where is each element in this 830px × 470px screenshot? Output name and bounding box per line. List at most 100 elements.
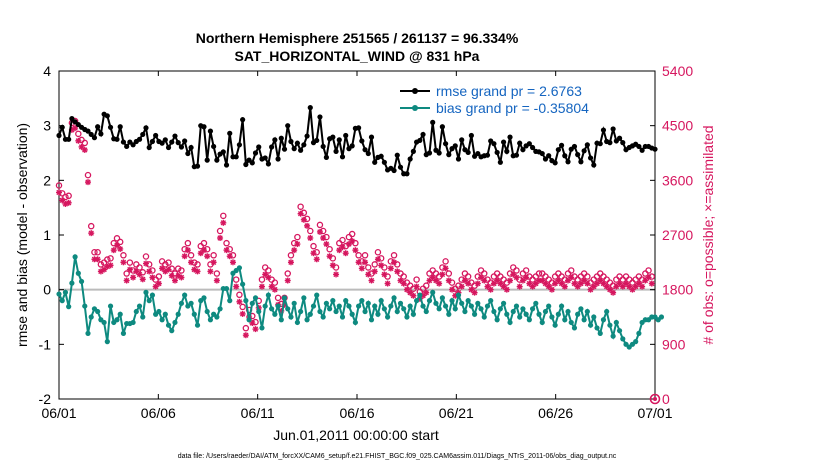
bias-point [610, 333, 616, 339]
obs-assimilated-marker [436, 280, 443, 287]
bias-point [484, 303, 491, 309]
chart-title-line-1: Northern Hemisphere 251565 / 261137 = 96… [196, 30, 519, 46]
rmse-point [275, 156, 281, 162]
rmse-point [143, 125, 149, 131]
right-y-axis-label: # of obs: o=possible; ×=assimilated [700, 125, 716, 344]
bias-point [446, 311, 452, 317]
bias-point [533, 300, 539, 306]
obs-possible-marker [381, 264, 388, 271]
bias-point [317, 308, 323, 315]
obs-assimilated-marker [194, 268, 201, 275]
bias-point [449, 298, 455, 304]
bias-point [359, 298, 365, 304]
rmse-point [104, 113, 110, 119]
rmse-point [584, 142, 590, 148]
obs-possible-marker [413, 276, 420, 283]
bias-point [349, 311, 355, 317]
obs-possible-marker [297, 203, 304, 210]
obs-assimilated-marker [217, 235, 224, 241]
bias-point [433, 300, 439, 306]
rmse-point [452, 143, 458, 149]
rmse-point [223, 162, 230, 168]
rmse-point [153, 132, 159, 139]
rmse-point [526, 141, 532, 147]
bias-point [513, 303, 520, 309]
obs-assimilated-marker [81, 146, 88, 153]
obs-possible-marker [374, 249, 382, 256]
bias-point [159, 317, 165, 323]
bias-point [526, 317, 532, 323]
plot-area [59, 71, 655, 399]
rmse-point [136, 136, 143, 142]
obs-assimilated-marker [471, 289, 478, 296]
legend-bias-label: bias grand pr = -0.35804 [436, 100, 589, 116]
obs-possible-marker [464, 273, 472, 280]
bias-point [658, 314, 665, 320]
rmse-point [317, 114, 323, 120]
obs-possible-marker [168, 265, 176, 272]
rmse-point [281, 146, 288, 152]
rmse-point [639, 147, 645, 153]
rmse-point [407, 156, 413, 162]
obs-possible-marker [384, 273, 391, 280]
obs-assimilated-marker [233, 283, 240, 290]
bias-point [256, 308, 262, 315]
obs-possible-marker [400, 273, 407, 280]
obs-possible-marker [194, 261, 201, 268]
obs-assimilated-marker [155, 280, 162, 287]
rmse-point [265, 161, 272, 167]
obs-assimilated-marker [410, 292, 417, 299]
obs-possible-marker [371, 261, 378, 268]
obs-assimilated-marker [584, 280, 591, 287]
bias-point [575, 311, 581, 317]
bias-point [62, 289, 69, 295]
rmse-point [233, 154, 239, 160]
obs-possible-marker [62, 193, 69, 201]
bias-point [236, 265, 243, 271]
bias-point [156, 308, 162, 315]
bias-point [143, 289, 149, 295]
bias-point [314, 292, 320, 298]
rmse-point [285, 123, 291, 129]
bias-point [597, 330, 603, 336]
obs-assimilated-marker [532, 280, 539, 287]
rmse-point [333, 148, 339, 154]
bias-point [426, 298, 433, 304]
obs-assimilated-marker [561, 283, 568, 290]
bias-point [330, 298, 336, 304]
rmse-point [520, 147, 526, 153]
obs-possible-marker [513, 267, 520, 274]
rmse-point [140, 131, 146, 138]
bias-point [391, 295, 397, 301]
rmse-point [307, 105, 313, 111]
rmse-point [575, 152, 581, 158]
bias-point [194, 322, 201, 328]
obs-possible-marker [226, 245, 233, 253]
bias-point [565, 308, 571, 315]
rmse-point [607, 140, 613, 146]
obs-possible-marker [97, 261, 105, 268]
bias-point [272, 311, 278, 317]
obs-assimilated-marker [339, 244, 346, 251]
obs-possible-marker [232, 276, 240, 283]
obs-assimilated-marker [304, 222, 311, 229]
bias-point [471, 311, 478, 317]
rmse-point [620, 140, 626, 146]
obs-assimilated-marker [439, 271, 446, 278]
obs-assimilated-marker [368, 277, 375, 284]
right-y-tick-label: 3600 [662, 172, 693, 188]
rmse-point [269, 144, 275, 150]
obs-assimilated-marker [94, 256, 101, 263]
bias-point [494, 317, 500, 323]
obs-assimilated-marker [342, 250, 349, 257]
rmse-point [298, 147, 304, 153]
rmse-point [391, 167, 397, 174]
bias-point [223, 285, 230, 292]
obs-possible-marker [377, 255, 385, 262]
obs-possible-marker [294, 233, 301, 241]
obs-possible-marker [136, 264, 143, 271]
rmse-point [446, 152, 452, 158]
rmse-point [107, 124, 114, 130]
obs-possible-marker [107, 255, 114, 262]
